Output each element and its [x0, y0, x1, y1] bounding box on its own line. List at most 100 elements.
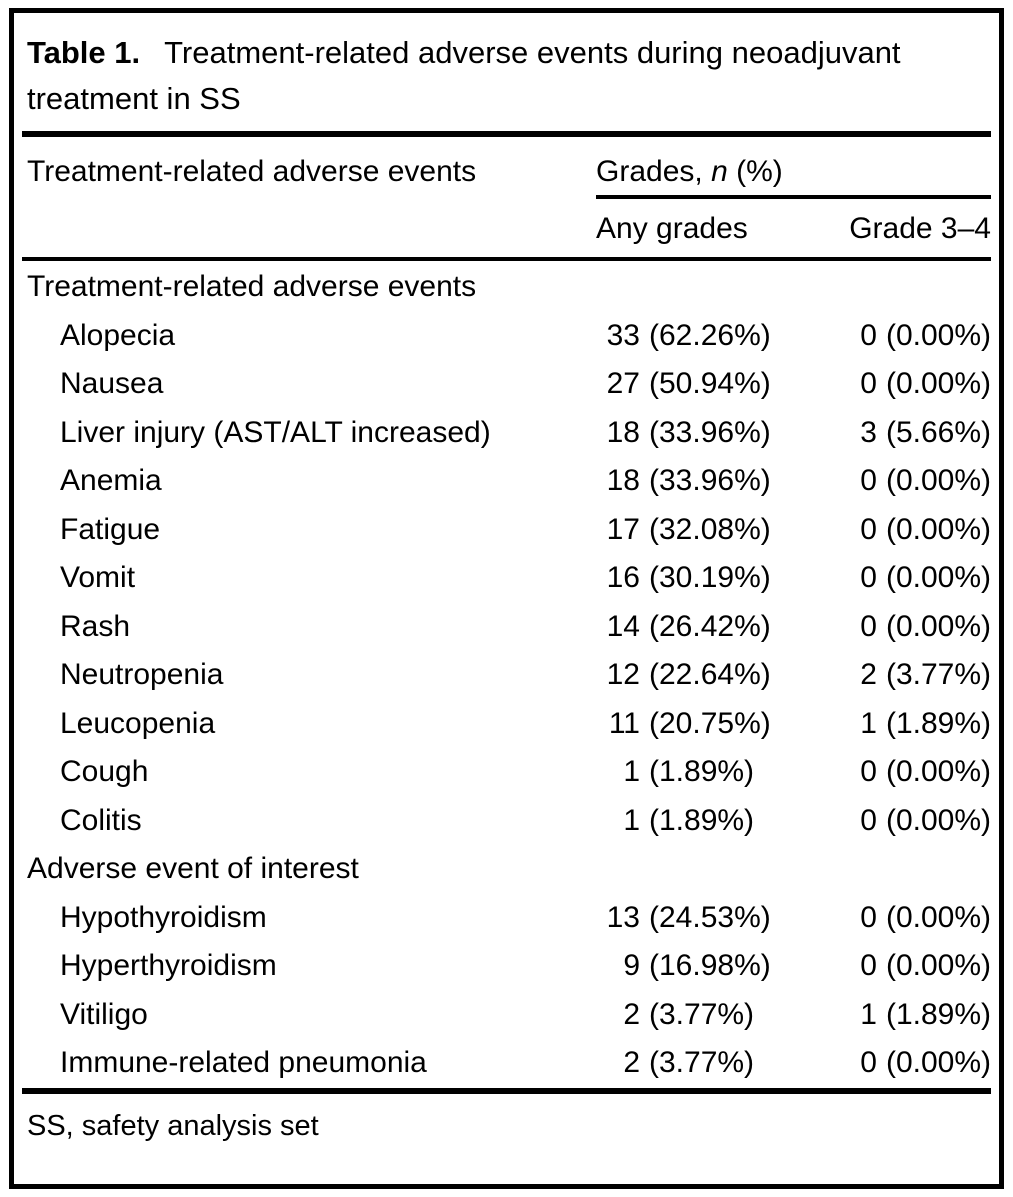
grade34-value: 2 (3.77%) — [852, 658, 991, 692]
section-label: Adverse event of interest — [27, 852, 359, 886]
any-grades-count: 2 — [623, 997, 640, 1031]
grade34-count: 1 — [860, 997, 877, 1031]
table-row: Neutropenia 12 (22.64%) 2 (3.77%) — [22, 651, 991, 700]
any-grades-count: 1 — [623, 803, 640, 837]
row-label: Vomit — [60, 561, 136, 595]
table-row: Nausea 27 (50.94%) 0 (0.00%) — [22, 360, 991, 409]
row-label: Vitiligo — [60, 997, 148, 1031]
any-grades-percent: (50.94%) — [649, 367, 771, 401]
grade34-percent: (0.00%) — [885, 1046, 991, 1080]
grade34-percent: (0.00%) — [885, 609, 991, 643]
grade34-percent: (0.00%) — [885, 512, 991, 546]
row-label: Hypothyroidism — [60, 900, 267, 934]
any-grades-value: 12 (22.64%) — [596, 658, 852, 692]
any-grades-count: 17 — [606, 512, 640, 546]
any-grades-count: 12 — [606, 658, 640, 692]
any-grades-percent: (26.42%) — [649, 609, 771, 643]
grade34-percent: (3.77%) — [885, 658, 991, 692]
grade34-value: 0 (0.00%) — [852, 367, 991, 401]
grade34-count: 0 — [860, 512, 877, 546]
grade34-count: 0 — [860, 318, 877, 352]
grade34-percent: (1.89%) — [885, 997, 991, 1031]
table-row: Colitis 1 (1.89%) 0 (0.00%) — [22, 797, 991, 846]
grades-prefix: Grades, — [596, 155, 712, 188]
any-grades-value: 9 (16.98%) — [596, 949, 852, 983]
row-label: Colitis — [60, 803, 142, 837]
any-grades-percent: (30.19%) — [649, 561, 771, 595]
table-row: Liver injury (AST/ALT increased) 18 (33.9… — [22, 409, 991, 458]
table-row: Hypothyroidism 13 (24.53%) 0 (0.00%) — [22, 894, 991, 943]
row-label: Rash — [60, 609, 131, 643]
any-grades-value: 11 (20.75%) — [596, 707, 852, 741]
table-row: Anemia 18 (33.96%) 0 (0.00%) — [22, 457, 991, 506]
any-grades-percent: (32.08%) — [649, 512, 771, 546]
grade34-count: 1 — [860, 706, 877, 740]
grade34-value: 0 (0.00%) — [852, 1046, 991, 1080]
grade34-percent: (1.89%) — [885, 706, 991, 740]
grade34-percent: (0.00%) — [885, 367, 991, 401]
grade34-count: 0 — [860, 755, 877, 789]
grade34-value: 0 (0.00%) — [852, 610, 991, 644]
grade34-value: 0 (0.00%) — [852, 561, 991, 595]
table-row: Vomit 16 (30.19%) 0 (0.00%) — [22, 554, 991, 603]
grade34-count: 3 — [860, 415, 877, 449]
grade34-value: 1 (1.89%) — [852, 707, 991, 741]
table-header: Treatment-related adverse events Grades,… — [14, 137, 999, 257]
any-grades-percent: (20.75%) — [649, 706, 771, 740]
any-grades-percent: (1.89%) — [649, 755, 755, 789]
any-grades-percent: (22.64%) — [649, 658, 771, 692]
grade34-count: 0 — [860, 609, 877, 643]
table-row: Vitiligo 2 (3.77%) 1 (1.89%) — [22, 991, 991, 1040]
grades-subcolumns: Any grades Grade 3–4 — [596, 199, 991, 257]
any-grades-value: 16 (30.19%) — [596, 561, 852, 595]
row-label: Cough — [60, 755, 149, 789]
grade34-percent: (0.00%) — [885, 755, 991, 789]
grade34-value: 0 (0.00%) — [852, 949, 991, 983]
grade34-value: 0 (0.00%) — [852, 513, 991, 547]
grade34-count: 0 — [860, 367, 877, 401]
table-footnote: SS, safety analysis set — [27, 1109, 319, 1142]
column-header-grades: Grades, n (%) — [596, 137, 991, 195]
section-header-row: Treatment-related adverse events — [22, 263, 991, 312]
table-container: Table 1. Treatment-related adverse events… — [9, 8, 1004, 1189]
grade34-percent: (0.00%) — [885, 464, 991, 498]
any-grades-value: 1 (1.89%) — [596, 804, 852, 838]
row-label: Anemia — [60, 464, 162, 498]
any-grades-percent: (24.53%) — [649, 900, 771, 934]
table-number: Table 1. — [27, 35, 141, 70]
divider-header — [22, 257, 991, 261]
table-row: Fatigue 17 (32.08%) 0 (0.00%) — [22, 506, 991, 555]
grade34-value: 3 (5.66%) — [852, 416, 991, 450]
table-row: Rash 14 (26.42%) 0 (0.00%) — [22, 603, 991, 652]
any-grades-percent: (62.26%) — [649, 318, 771, 352]
grade34-percent: (0.00%) — [885, 318, 991, 352]
grade34-count: 0 — [860, 949, 877, 983]
grades-n-italic: n — [711, 155, 728, 188]
grade34-value: 0 (0.00%) — [852, 464, 991, 498]
grade34-value: 0 (0.00%) — [852, 901, 991, 935]
divider-top — [22, 131, 991, 137]
any-grades-percent: (3.77%) — [649, 997, 755, 1031]
table-row: Cough 1 (1.89%) 0 (0.00%) — [22, 748, 991, 797]
table-row: Alopecia 33 (62.26%) 0 (0.00%) — [22, 312, 991, 361]
any-grades-percent: (1.89%) — [649, 803, 755, 837]
any-grades-count: 14 — [606, 609, 640, 643]
row-label: Immune-related pneumonia — [60, 1046, 427, 1080]
any-grades-count: 16 — [606, 561, 640, 595]
grade34-count: 0 — [860, 803, 877, 837]
any-grades-percent: (3.77%) — [649, 1046, 755, 1080]
any-grades-value: 2 (3.77%) — [596, 1046, 852, 1080]
section-label: Treatment-related adverse events — [27, 270, 477, 304]
grade34-percent: (0.00%) — [885, 900, 991, 934]
grade34-count: 0 — [860, 900, 877, 934]
grade34-count: 0 — [860, 1046, 877, 1080]
any-grades-value: 18 (33.96%) — [596, 464, 852, 498]
any-grades-value: 2 (3.77%) — [596, 998, 852, 1032]
column-header-grade34: Grade 3–4 — [849, 212, 991, 245]
any-grades-value: 18 (33.96%) — [596, 416, 852, 450]
grade34-value: 1 (1.89%) — [852, 998, 991, 1032]
any-grades-value: 17 (32.08%) — [596, 513, 852, 547]
divider-bottom — [22, 1087, 991, 1094]
any-grades-value: 13 (24.53%) — [596, 901, 852, 935]
table-title: Table 1. Treatment-related adverse events… — [14, 13, 999, 131]
